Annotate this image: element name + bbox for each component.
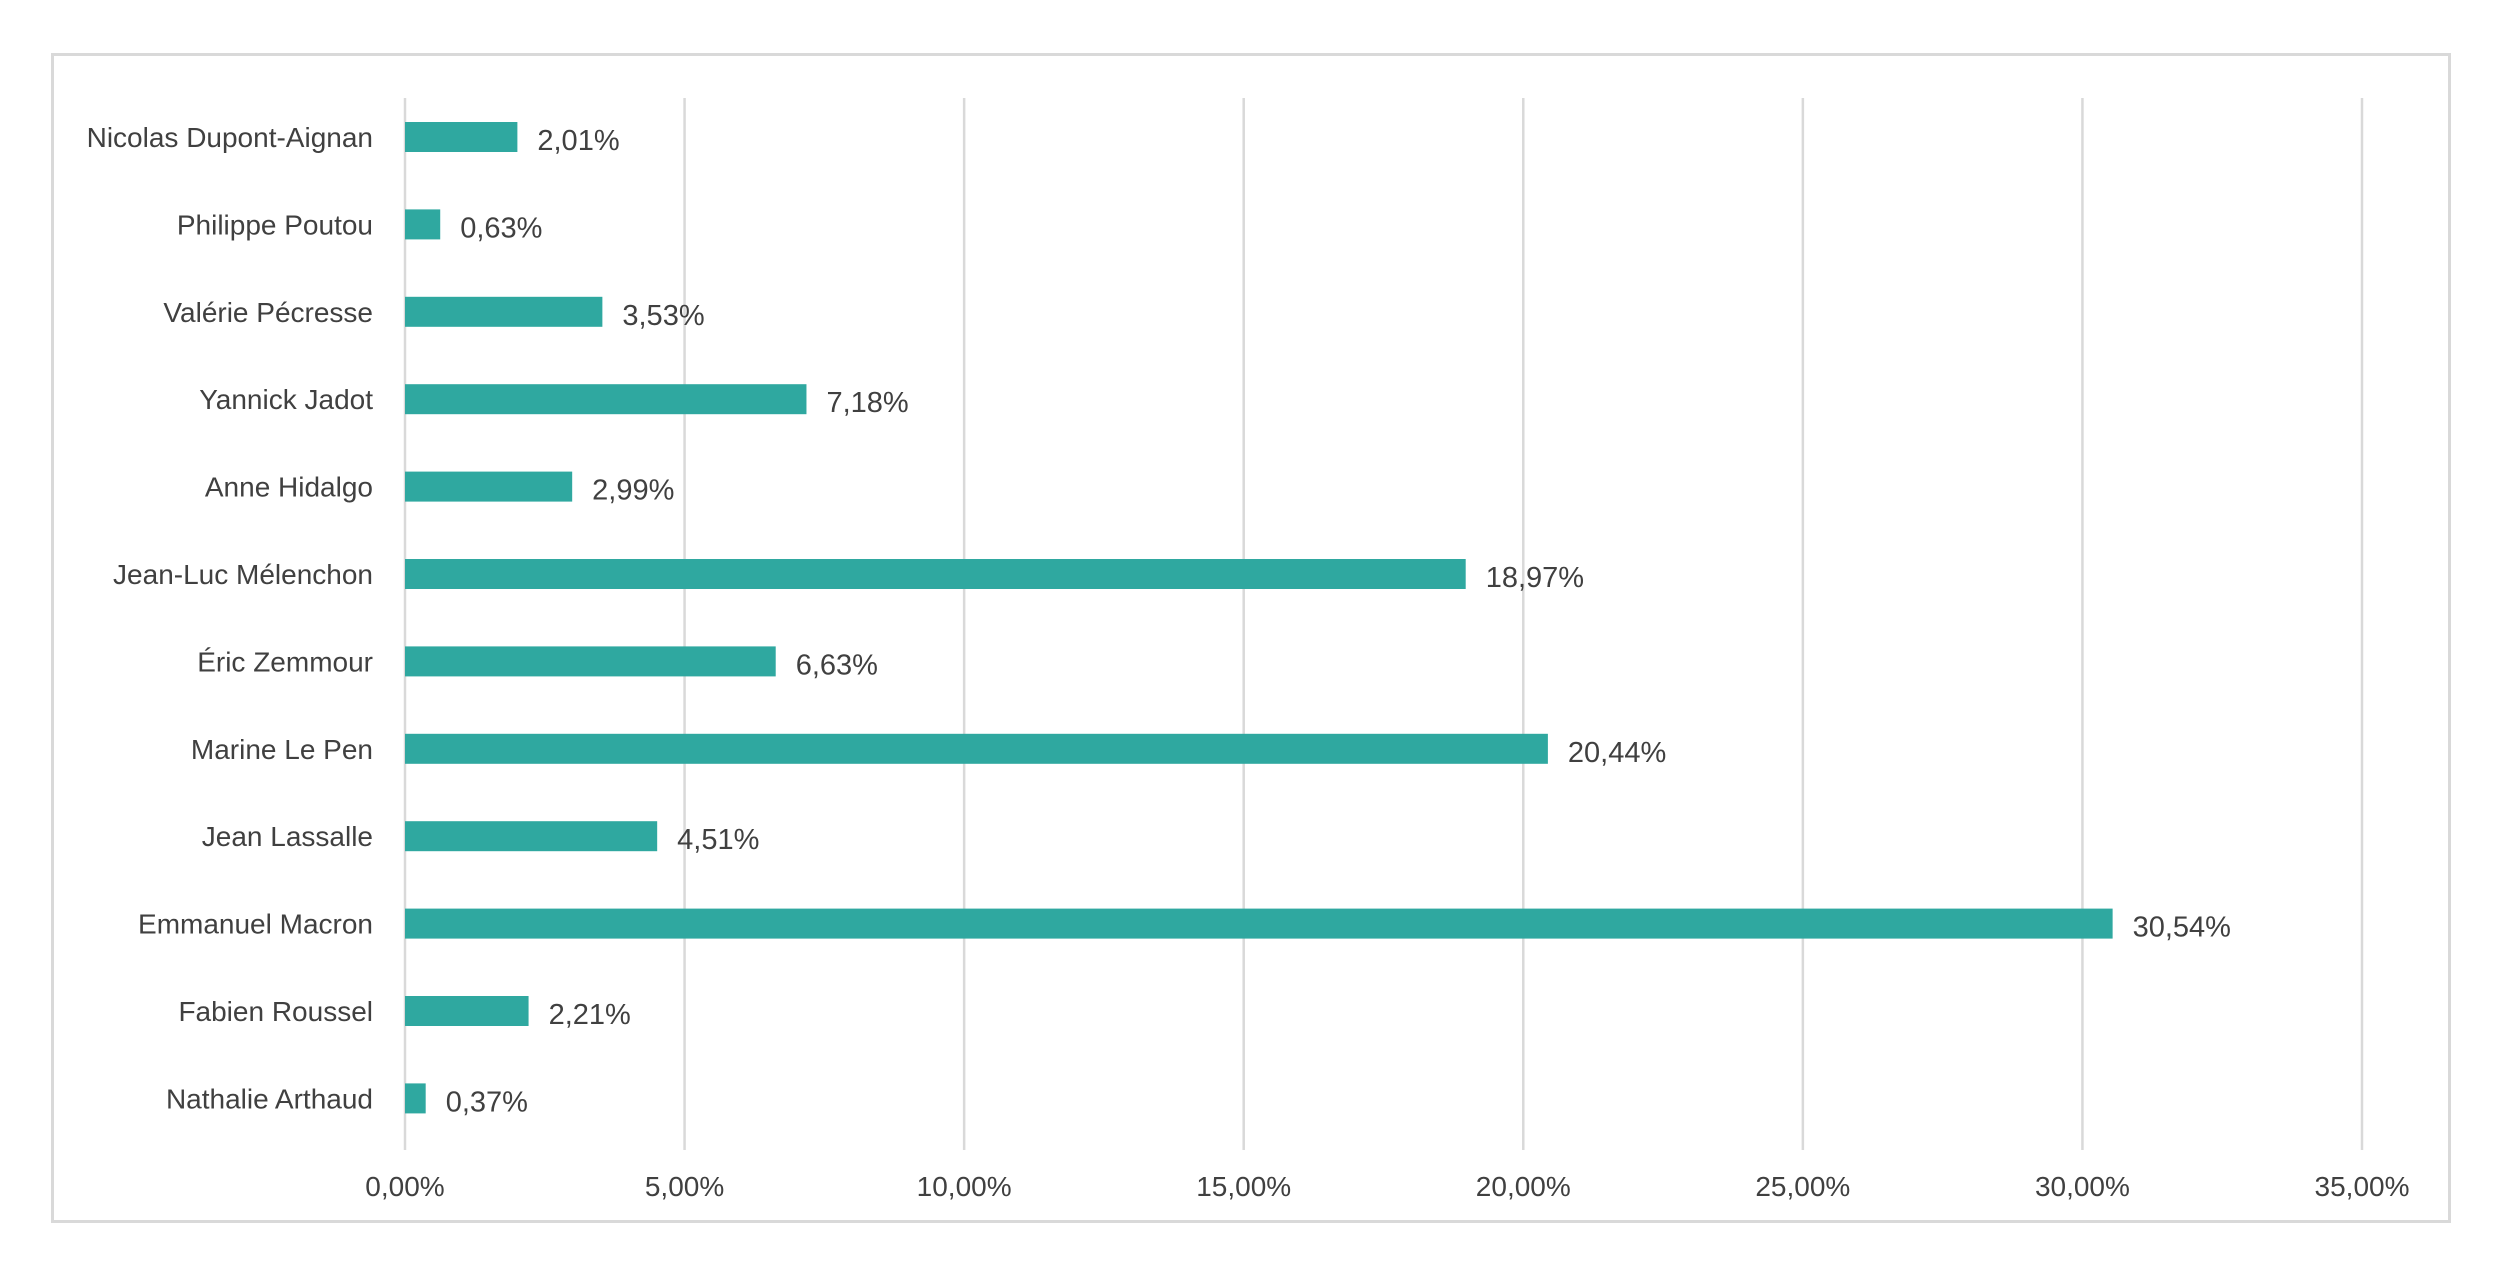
bar <box>405 209 441 240</box>
data-label: 0,63% <box>460 212 542 244</box>
bar <box>405 646 776 677</box>
gridlines <box>403 98 2364 1150</box>
category-label: Yannick Jadot <box>199 384 373 415</box>
bars <box>405 122 2113 1114</box>
data-label: 3,53% <box>622 300 704 332</box>
data-labels: 2,01% 0,63% 3,53% 7,18% 2,99% 18,97% 6,63% 20,4… <box>446 125 2231 1118</box>
bar <box>405 471 573 502</box>
bar <box>405 908 2113 939</box>
data-label: 0,37% <box>446 1086 528 1118</box>
category-label: Anne Hidalgo <box>205 472 373 503</box>
bar <box>405 296 603 327</box>
bar <box>405 122 518 152</box>
data-label: 6,63% <box>796 649 878 681</box>
x-tick-label: 35,00% <box>2315 1171 2410 1202</box>
x-tick-label: 30,00% <box>2035 1171 2130 1202</box>
category-label: Jean-Luc Mélenchon <box>113 559 373 590</box>
data-label: 18,97% <box>1486 562 1584 594</box>
data-label: 30,54% <box>2133 912 2231 944</box>
x-tick-label: 20,00% <box>1476 1171 1571 1202</box>
category-label: Nicolas Dupont-Aignan <box>87 122 373 153</box>
category-label: Nathalie Arthaud <box>166 1083 373 1114</box>
x-tick-label: 15,00% <box>1196 1171 1291 1202</box>
x-axis-tick-labels: 0,00% 5,00% 10,00% 15,00% 20,00% 25,00% 30,00%… <box>365 1171 2409 1202</box>
bar <box>405 996 529 1026</box>
data-label: 2,01% <box>537 125 619 157</box>
category-label: Jean Lassalle <box>202 821 373 852</box>
data-label: 7,18% <box>826 387 908 419</box>
data-label: 20,44% <box>1568 737 1666 769</box>
bar <box>405 1083 426 1114</box>
bar <box>405 733 1548 764</box>
bar <box>405 384 807 415</box>
category-label: Marine Le Pen <box>191 734 373 765</box>
data-label: 2,99% <box>592 475 674 507</box>
category-label: Philippe Poutou <box>177 209 373 240</box>
category-label: Fabien Roussel <box>178 996 373 1027</box>
x-tick-label: 10,00% <box>917 1171 1012 1202</box>
data-label: 2,21% <box>549 999 631 1031</box>
category-labels: Nicolas Dupont-Aignan Philippe Poutou Valé… <box>87 122 374 1114</box>
bar <box>405 559 1466 589</box>
chart-frame <box>51 53 2451 1223</box>
x-tick-label: 0,00% <box>365 1171 444 1202</box>
category-label: Emmanuel Macron <box>138 909 373 940</box>
category-label: Éric Zemmour <box>197 646 373 677</box>
bar <box>405 821 658 852</box>
data-label: 4,51% <box>677 824 759 856</box>
category-label: Valérie Pécresse <box>163 297 373 328</box>
x-tick-label: 25,00% <box>1755 1171 1850 1202</box>
x-tick-label: 5,00% <box>645 1171 724 1202</box>
